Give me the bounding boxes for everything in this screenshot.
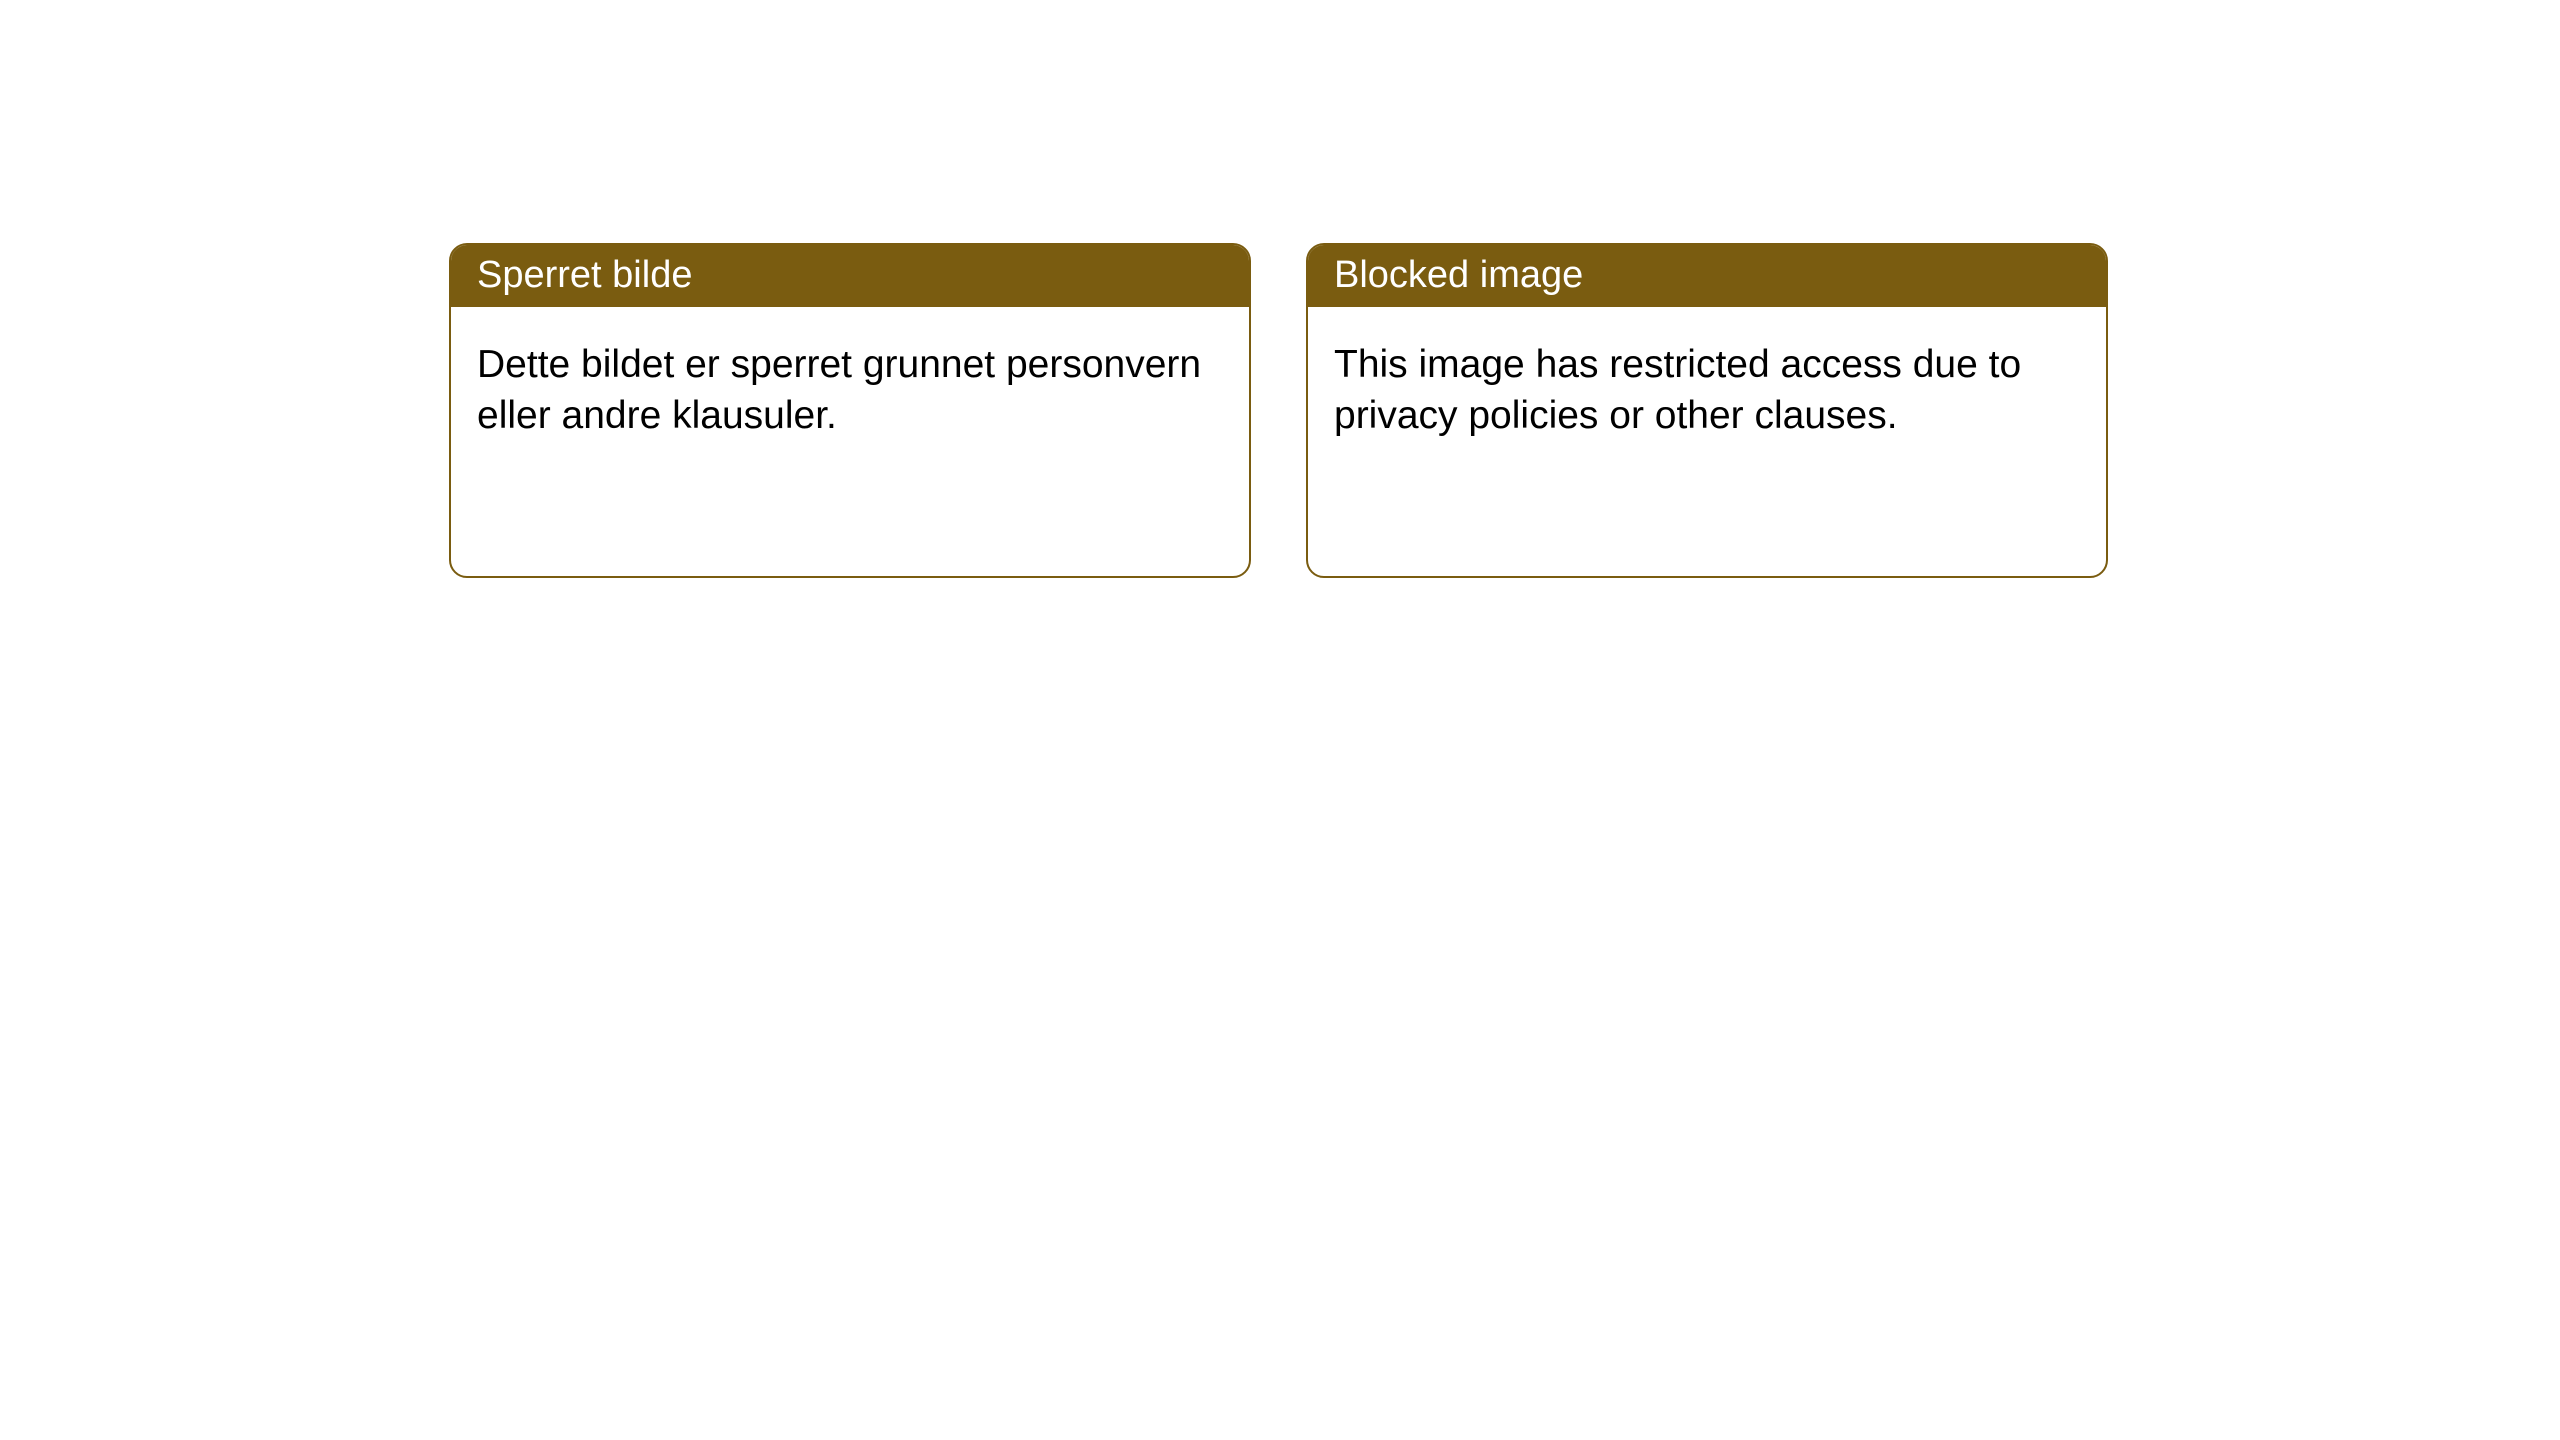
blocked-image-card-norwegian: Sperret bilde Dette bildet er sperret gr… [449,243,1251,578]
card-body-text: Dette bildet er sperret grunnet personve… [477,343,1201,437]
card-title: Blocked image [1334,254,1583,296]
card-body: This image has restricted access due to … [1308,307,2106,474]
card-container: Sperret bilde Dette bildet er sperret gr… [449,243,2108,578]
card-title: Sperret bilde [477,254,692,296]
card-body: Dette bildet er sperret grunnet personve… [451,307,1249,474]
card-body-text: This image has restricted access due to … [1334,343,2021,437]
card-header: Blocked image [1308,245,2106,307]
blocked-image-card-english: Blocked image This image has restricted … [1306,243,2108,578]
card-header: Sperret bilde [451,245,1249,307]
